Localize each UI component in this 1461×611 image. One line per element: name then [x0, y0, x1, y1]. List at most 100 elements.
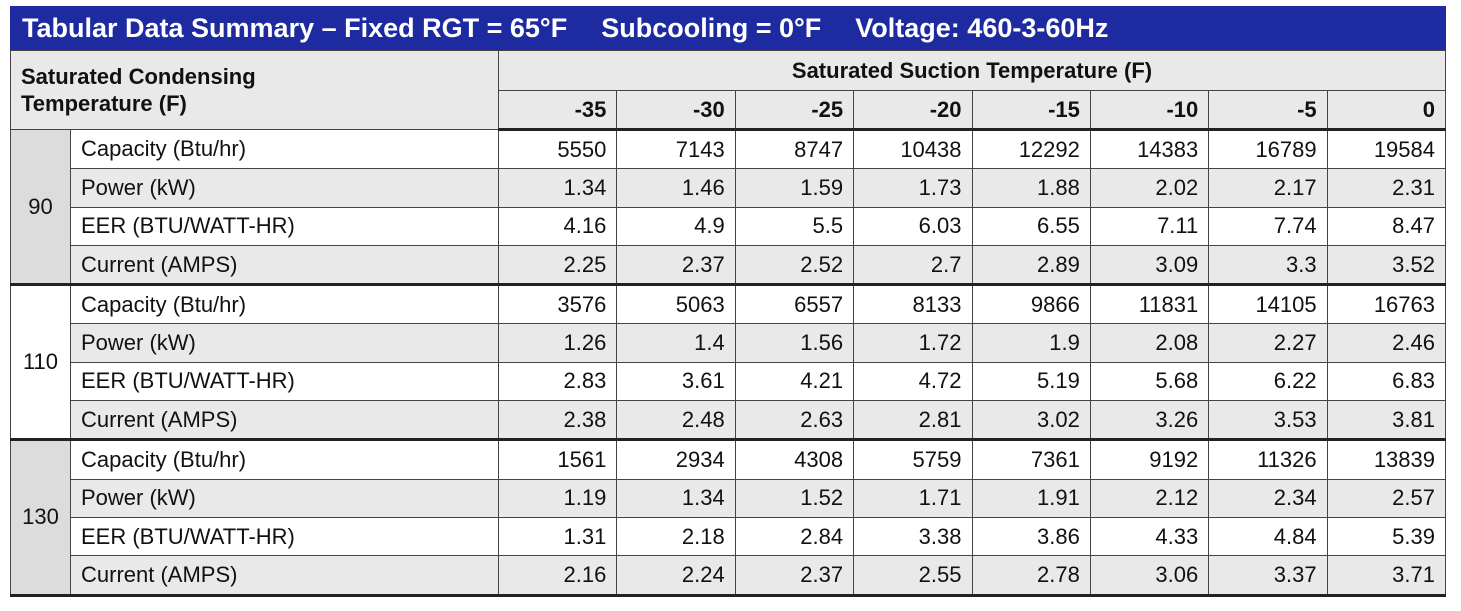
- cell-value: 5063: [616, 284, 736, 325]
- cell-value: 1.46: [616, 168, 736, 208]
- cell-value: 4.72: [853, 361, 973, 402]
- row-label: Power (kW): [70, 323, 499, 363]
- cell-value: 5.5: [734, 206, 855, 246]
- row-label: EER (BTU/WATT-HR): [70, 361, 499, 402]
- cell-value: 11326: [1208, 439, 1328, 480]
- cell-value: 2.24: [616, 555, 736, 597]
- cell-value: 6557: [734, 284, 855, 325]
- cell-value: 2.63: [734, 400, 855, 442]
- cell-value: 3.37: [1208, 555, 1328, 597]
- table-row: Power (kW) 1.19 1.34 1.52 1.71 1.91 2.12 2.34 2.…: [11, 478, 1447, 518]
- cell-value: 7.74: [1208, 206, 1328, 246]
- cell-value: 5550: [497, 128, 618, 170]
- cell-value: 2.46: [1326, 323, 1447, 363]
- cell-value: 6.03: [853, 206, 973, 246]
- title-part: Tabular Data Summary – Fixed RGT = 65°F: [22, 13, 568, 43]
- cell-value: 2.27: [1208, 323, 1328, 363]
- cell-value: 19584: [1326, 128, 1447, 170]
- cell-value: 3.09: [1089, 244, 1210, 287]
- cell-value: 2.37: [616, 244, 736, 287]
- cell-value: 9192: [1089, 439, 1210, 480]
- cell-value: 1.56: [734, 323, 855, 363]
- cell-value: 11831: [1089, 284, 1210, 325]
- row-label: Capacity (Btu/hr): [70, 284, 499, 325]
- cell-value: 3.81: [1326, 400, 1447, 442]
- cell-value: 12292: [971, 128, 1091, 170]
- cell-value: 2.16: [497, 555, 618, 597]
- column-header: -25: [734, 90, 855, 131]
- group-label: 130: [10, 439, 71, 597]
- cell-value: 5.19: [971, 361, 1091, 402]
- cell-value: 2.31: [1326, 168, 1447, 208]
- cell-value: 1.59: [734, 168, 855, 208]
- cell-value: 3.86: [971, 516, 1091, 557]
- cell-value: 3.61: [616, 361, 736, 402]
- table-row: Power (kW) 1.34 1.46 1.59 1.73 1.88 2.02 2.17 2.…: [11, 168, 1447, 208]
- title-part: Voltage: 460-3-60Hz: [855, 13, 1109, 43]
- cell-value: 7361: [971, 439, 1091, 480]
- table-row: Current (AMPS) 2.25 2.37 2.52 2.7 2.89 3.09 3.3…: [11, 244, 1447, 287]
- cell-value: 10438: [853, 128, 973, 170]
- cell-value: 2.81: [853, 400, 973, 442]
- column-header-row: -35 -30 -25 -20 -15 -10 -5 0: [11, 90, 1447, 131]
- row-label: Power (kW): [70, 168, 499, 208]
- table-body: 90 Capacity (Btu/hr) 5550 7143 8747 10438 1229…: [10, 128, 1447, 597]
- cell-value: 8133: [853, 284, 973, 325]
- cell-value: 4.21: [734, 361, 855, 402]
- title-part: Subcooling = 0°F: [601, 13, 822, 43]
- cell-value: 1.52: [734, 478, 855, 518]
- cell-value: 2.02: [1089, 168, 1210, 208]
- cell-value: 1.91: [971, 478, 1091, 518]
- column-header: -30: [616, 90, 736, 131]
- group-label: 90: [10, 128, 71, 287]
- column-header: -15: [971, 90, 1091, 131]
- cell-value: 4308: [734, 439, 855, 480]
- cell-value: 2.78: [971, 555, 1091, 597]
- corner-header: Saturated Condensing Temperature (F): [10, 50, 499, 130]
- cell-value: 4.33: [1089, 516, 1210, 557]
- summary: Tabular Data Summary – Fixed RGT = 65°F S…: [10, 6, 1447, 597]
- corner-header-text: Saturated Condensing Temperature (F): [21, 64, 256, 116]
- cell-value: 2934: [616, 439, 736, 480]
- cell-value: 6.83: [1326, 361, 1447, 402]
- cell-value: 2.34: [1208, 478, 1328, 518]
- cell-value: 4.84: [1208, 516, 1328, 557]
- row-label: Capacity (Btu/hr): [70, 128, 499, 170]
- cell-value: 3.02: [971, 400, 1091, 442]
- row-label: Power (kW): [70, 478, 499, 518]
- cell-value: 1.71: [853, 478, 973, 518]
- row-label: EER (BTU/WATT-HR): [70, 206, 499, 246]
- cell-value: 3.52: [1326, 244, 1447, 287]
- cell-value: 2.12: [1089, 478, 1210, 518]
- group-label: 110: [10, 284, 71, 442]
- cell-value: 3.06: [1089, 555, 1210, 597]
- column-header: -35: [497, 90, 618, 131]
- column-header: 0: [1326, 90, 1447, 131]
- cell-value: 2.55: [853, 555, 973, 597]
- cell-value: 5759: [853, 439, 973, 480]
- row-label: Capacity (Btu/hr): [70, 439, 499, 480]
- table-row: EER (BTU/WATT-HR) 4.16 4.9 5.5 6.03 6.55 7.11 7…: [11, 206, 1447, 246]
- cell-value: 2.57: [1326, 478, 1447, 518]
- cell-value: 4.9: [616, 206, 736, 246]
- title-bar: Tabular Data Summary – Fixed RGT = 65°F S…: [10, 6, 1446, 50]
- row-label: Current (AMPS): [70, 400, 499, 442]
- table-row: Current (AMPS) 2.16 2.24 2.37 2.55 2.78 3.06 3.…: [11, 555, 1447, 597]
- cell-value: 5.39: [1326, 516, 1447, 557]
- cell-value: 2.25: [497, 244, 618, 287]
- cell-value: 2.18: [616, 516, 736, 557]
- table-row: 110 Capacity (Btu/hr) 3576 5063 6557 8133 9866…: [10, 284, 1447, 442]
- cell-value: 6.22: [1208, 361, 1328, 402]
- cell-value: 5.68: [1089, 361, 1210, 402]
- cell-value: 3.3: [1208, 244, 1328, 287]
- table-row: 90 Capacity (Btu/hr) 5550 7143 8747 10438 1229…: [10, 128, 1447, 287]
- cell-value: 1.88: [971, 168, 1091, 208]
- row-label: Current (AMPS): [70, 244, 499, 287]
- cell-value: 1.9: [971, 323, 1091, 363]
- cell-value: 7.11: [1089, 206, 1210, 246]
- cell-value: 2.52: [734, 244, 855, 287]
- cell-value: 1.34: [616, 478, 736, 518]
- data-table: Saturated Condensing Temperature (F) Sat…: [10, 50, 1447, 597]
- column-header: -10: [1089, 90, 1210, 131]
